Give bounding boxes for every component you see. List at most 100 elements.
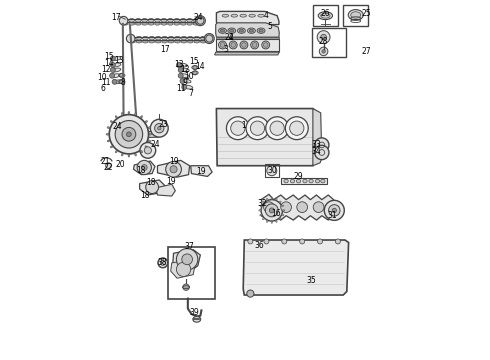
Ellipse shape — [240, 14, 246, 17]
Text: 24: 24 — [224, 33, 234, 42]
Circle shape — [300, 239, 305, 244]
Text: 13: 13 — [115, 56, 124, 65]
Ellipse shape — [155, 41, 161, 43]
Circle shape — [142, 165, 147, 170]
Polygon shape — [191, 166, 212, 176]
Text: 24: 24 — [193, 13, 203, 22]
Ellipse shape — [316, 179, 319, 183]
Ellipse shape — [114, 80, 122, 84]
Circle shape — [285, 117, 308, 140]
Polygon shape — [132, 130, 160, 138]
Ellipse shape — [181, 79, 191, 83]
Ellipse shape — [180, 23, 186, 25]
Circle shape — [110, 67, 115, 72]
Circle shape — [317, 31, 330, 44]
Circle shape — [182, 254, 193, 265]
Text: 18: 18 — [137, 166, 146, 175]
Text: 39: 39 — [190, 308, 199, 317]
Ellipse shape — [257, 28, 265, 33]
Text: 11: 11 — [101, 78, 110, 87]
Circle shape — [106, 163, 111, 168]
Ellipse shape — [128, 154, 130, 157]
Ellipse shape — [115, 116, 118, 118]
Circle shape — [109, 114, 148, 154]
Circle shape — [166, 161, 181, 177]
Ellipse shape — [267, 220, 268, 222]
Ellipse shape — [220, 42, 225, 47]
Polygon shape — [215, 52, 279, 55]
Ellipse shape — [200, 41, 206, 43]
Circle shape — [176, 63, 181, 67]
Circle shape — [120, 73, 124, 77]
Text: 26: 26 — [320, 9, 330, 18]
Ellipse shape — [258, 14, 264, 17]
Ellipse shape — [309, 179, 313, 183]
Text: 29: 29 — [293, 172, 303, 181]
Ellipse shape — [106, 134, 109, 135]
Ellipse shape — [130, 36, 135, 40]
Text: 30: 30 — [267, 166, 277, 175]
Ellipse shape — [321, 13, 330, 18]
Circle shape — [267, 166, 277, 176]
Ellipse shape — [107, 127, 110, 129]
Ellipse shape — [111, 74, 120, 78]
Circle shape — [158, 258, 168, 268]
Bar — [265, 164, 279, 177]
Ellipse shape — [129, 18, 135, 22]
Ellipse shape — [239, 29, 244, 32]
Ellipse shape — [193, 18, 199, 22]
Ellipse shape — [179, 74, 189, 78]
Text: 9: 9 — [183, 78, 188, 87]
Ellipse shape — [249, 14, 255, 17]
Ellipse shape — [249, 29, 253, 32]
Text: 28: 28 — [318, 37, 328, 46]
Text: 22: 22 — [104, 163, 113, 172]
Ellipse shape — [141, 116, 143, 118]
Ellipse shape — [259, 210, 261, 211]
Ellipse shape — [145, 121, 147, 123]
Ellipse shape — [155, 23, 160, 25]
Text: 20: 20 — [116, 160, 125, 169]
Circle shape — [297, 202, 308, 212]
Ellipse shape — [275, 198, 277, 201]
Text: 10: 10 — [184, 72, 194, 81]
Ellipse shape — [230, 29, 234, 32]
Ellipse shape — [141, 150, 143, 153]
Polygon shape — [216, 37, 279, 39]
Ellipse shape — [136, 41, 142, 43]
Ellipse shape — [168, 41, 174, 43]
Ellipse shape — [181, 41, 187, 43]
Text: 18: 18 — [147, 178, 156, 187]
Text: 12: 12 — [101, 66, 110, 75]
Text: 36: 36 — [254, 240, 264, 249]
Bar — [313, 5, 338, 26]
Ellipse shape — [129, 23, 135, 25]
Text: 15: 15 — [190, 57, 199, 66]
Text: 25: 25 — [362, 9, 371, 18]
Ellipse shape — [148, 23, 154, 25]
Text: 24: 24 — [112, 122, 122, 131]
Text: 32: 32 — [257, 199, 267, 208]
Ellipse shape — [155, 18, 160, 22]
Polygon shape — [173, 249, 200, 271]
Circle shape — [193, 65, 197, 69]
Circle shape — [183, 284, 189, 291]
Ellipse shape — [179, 68, 189, 72]
Ellipse shape — [193, 316, 201, 322]
Ellipse shape — [279, 218, 281, 220]
Text: 11: 11 — [177, 84, 186, 93]
Circle shape — [290, 121, 304, 135]
Ellipse shape — [142, 18, 147, 22]
Ellipse shape — [174, 23, 180, 25]
Text: 18: 18 — [140, 190, 150, 199]
Ellipse shape — [296, 179, 301, 183]
Ellipse shape — [177, 63, 188, 67]
Ellipse shape — [260, 214, 262, 216]
Polygon shape — [156, 184, 175, 196]
Ellipse shape — [168, 36, 174, 40]
Circle shape — [266, 117, 289, 140]
Circle shape — [193, 71, 197, 75]
Circle shape — [329, 204, 340, 216]
Ellipse shape — [200, 36, 206, 40]
Ellipse shape — [267, 198, 268, 201]
